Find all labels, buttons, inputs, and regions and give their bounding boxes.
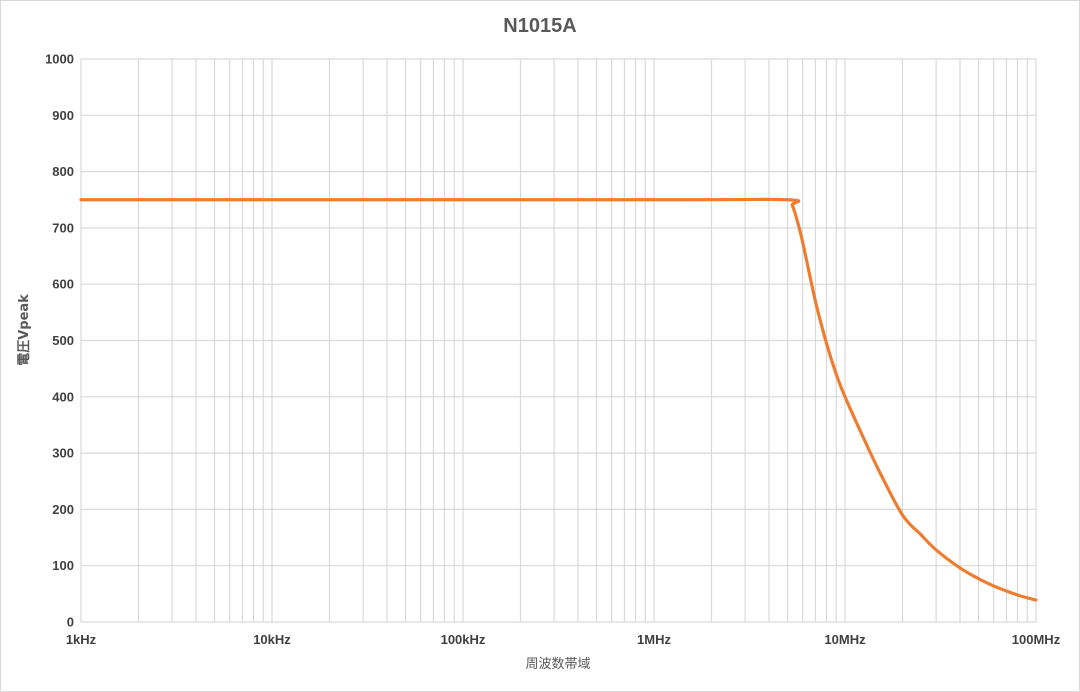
tick-labels: 0 100 200 300 400 500 600 700 800 900 1000 1kHz 10kH… <box>45 52 1061 648</box>
y-tick-label: 900 <box>52 108 74 123</box>
y-tick-label: 1000 <box>45 52 74 67</box>
y-tick-label: 200 <box>52 502 74 517</box>
y-tick-label: 100 <box>52 558 74 573</box>
chart-title: N1015A <box>503 15 576 37</box>
x-tick-label: 10MHz <box>824 632 866 647</box>
y-tick-label: 800 <box>52 164 74 179</box>
x-tick-label: 1kHz <box>66 632 97 647</box>
y-tick-label: 500 <box>52 333 74 348</box>
y-tick-label: 0 <box>67 615 74 630</box>
x-axis-label: 周波数帯域 <box>525 657 590 672</box>
y-tick-label: 700 <box>52 220 74 235</box>
y-axis-label: 電圧Vpeak <box>17 294 32 366</box>
y-tick-label: 600 <box>52 277 74 292</box>
series-layer <box>79 197 1038 602</box>
y-tick-label: 400 <box>52 389 74 404</box>
x-tick-label: 1MHz <box>637 632 671 647</box>
x-tick-label: 100kHz <box>441 632 486 647</box>
series-line <box>79 197 1038 602</box>
x-tick-label: 10kHz <box>253 632 291 647</box>
y-tick-label: 300 <box>52 446 74 461</box>
x-tick-label: 100MHz <box>1012 632 1061 647</box>
grid-layer <box>80 58 1037 623</box>
